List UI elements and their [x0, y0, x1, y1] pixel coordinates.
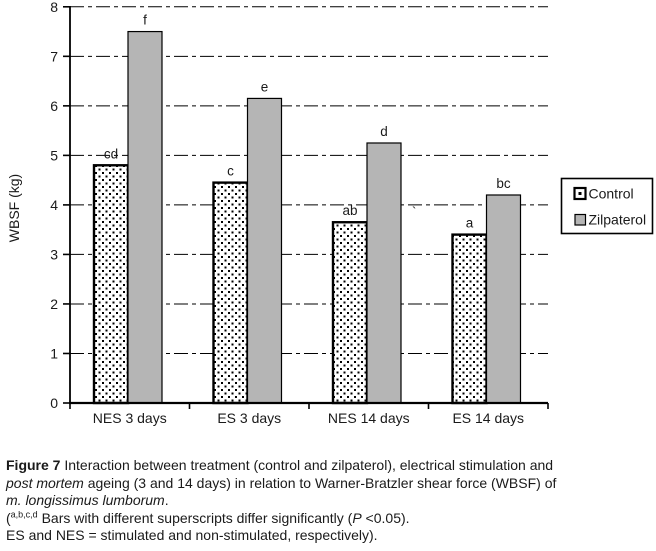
bar-zilpaterol-es-3-days [246, 97, 283, 404]
superscript-zilpaterol-nes-14-days: d [380, 124, 388, 139]
caption-line-3: m. longissimus lumborum. [6, 492, 169, 508]
legend-swatch-zilpaterol-icon [574, 213, 587, 226]
legend-swatch-control-dot-icon [578, 192, 582, 195]
superscript-control-nes-3-days: cd [104, 146, 118, 161]
y-axis-ticks: 0 1 2 3 4 5 6 7 8 [50, 0, 70, 411]
category-label-nes-14-days: NES 14 days [328, 410, 410, 426]
y-tick-label-5: 5 [50, 147, 58, 163]
stray-tick-mark: ` [412, 204, 416, 219]
category-label-es-3-days: ES 3 days [217, 410, 281, 426]
superscript-note: a,b,c,d [10, 508, 38, 519]
superscript-zilpaterol-es-3-days: e [261, 79, 269, 94]
figure-number: Figure 7 [6, 457, 61, 473]
category-label-es-14-days: ES 14 days [452, 410, 524, 426]
legend-item-control: Control [573, 186, 634, 202]
y-tick-label-4: 4 [50, 197, 58, 213]
caption-line-5: ES and NES = stimulated and non-stimulat… [6, 527, 378, 543]
bar-zilpaterol-nes-3-days [127, 30, 163, 404]
x-axis-category-labels: NES 3 days ES 3 days NES 14 days ES 14 days [93, 410, 524, 426]
category-label-nes-3-days: NES 3 days [93, 410, 167, 426]
legend-label-control: Control [589, 186, 634, 202]
superscript-control-es-3-days: c [227, 164, 234, 179]
superscript-zilpaterol-es-14-days: bc [496, 176, 511, 191]
figure-caption: Figure 7 Interaction between treatment (… [6, 457, 650, 545]
legend: Control Zilpaterol [560, 177, 654, 235]
caption-line-4: (a,b,c,d Bars with different superscript… [6, 508, 410, 526]
superscript-zilpaterol-nes-3-days: f [143, 13, 147, 28]
caption-line-1: Figure 7 Interaction between treatment (… [6, 457, 554, 473]
x-axis-ticks [69, 403, 549, 409]
superscript-control-nes-14-days: ab [342, 203, 357, 218]
bar-control-nes-3-days [92, 164, 130, 405]
bar-chart: cd f c e ab d a bc 0 1 2 3 4 5 6 7 8 NES 3 days ES 3 day… [6, 0, 654, 426]
superscript-control-es-14-days: a [466, 216, 474, 231]
y-tick-label-2: 2 [50, 296, 58, 312]
bar-control-es-3-days [212, 181, 249, 405]
legend-label-zilpaterol: Zilpaterol [589, 212, 647, 228]
y-tick-label-3: 3 [50, 246, 58, 262]
y-tick-label-6: 6 [50, 98, 58, 114]
bar-control-es-14-days [451, 233, 488, 405]
bar-control-nes-14-days [331, 221, 369, 405]
bar-zilpaterol-es-14-days [485, 194, 522, 404]
bar-zilpaterol-nes-14-days [366, 142, 402, 404]
y-axis-title: WBSF (kg) [6, 174, 22, 242]
caption-line-2: post mortem ageing (3 and 14 days) in re… [6, 474, 557, 491]
y-tick-label-7: 7 [50, 48, 58, 64]
legend-item-zilpaterol: Zilpaterol [574, 212, 647, 228]
y-tick-label-0: 0 [50, 395, 58, 411]
bars: cd f c e ab d a bc [92, 13, 522, 405]
y-tick-label-1: 1 [50, 345, 58, 361]
y-tick-label-8: 8 [50, 0, 58, 15]
